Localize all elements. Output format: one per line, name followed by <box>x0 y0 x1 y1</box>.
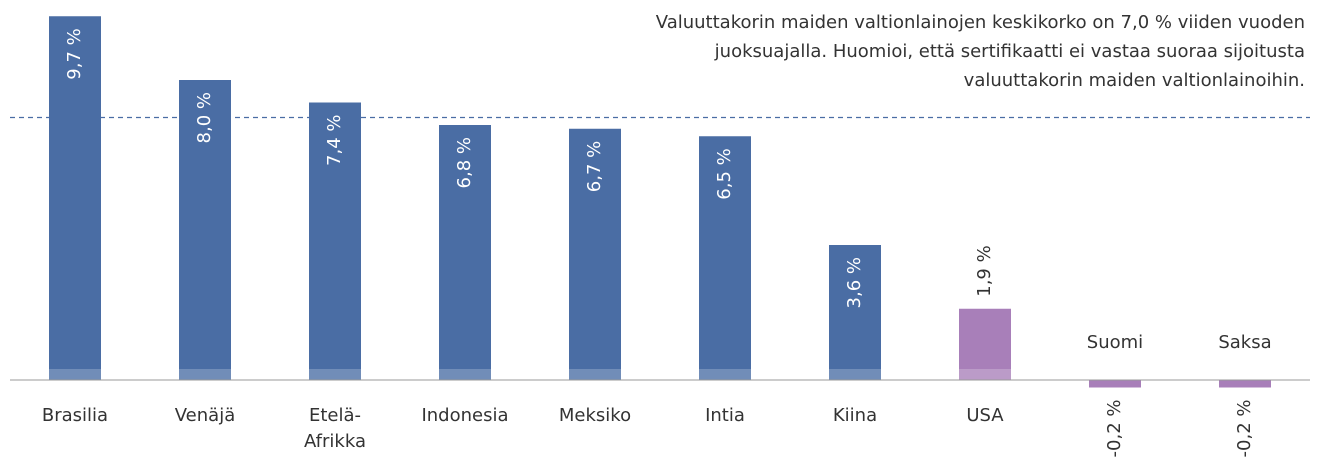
value-label: 1,9 % <box>974 245 995 296</box>
value-label: 6,8 % <box>454 137 475 188</box>
bar <box>699 136 751 380</box>
value-label: 3,6 % <box>844 257 865 308</box>
value-label: 6,5 % <box>714 148 735 199</box>
bar-base <box>569 369 621 380</box>
bar <box>309 102 361 380</box>
bar <box>49 16 101 380</box>
value-label: 7,4 % <box>324 115 345 166</box>
x-tick-label: Saksa <box>1218 332 1272 353</box>
x-tick-label: Brasilia <box>41 405 109 426</box>
bar <box>439 125 491 380</box>
bar-base <box>179 369 231 380</box>
bar <box>569 128 621 380</box>
bar-base <box>309 369 361 380</box>
bar-base <box>439 369 491 380</box>
bar <box>179 80 231 380</box>
value-label: 9,7 % <box>64 28 85 79</box>
x-tick-label: Kiina <box>832 405 878 426</box>
x-tick-label: Venäjä <box>174 405 236 426</box>
value-label: 8,0 % <box>194 92 215 143</box>
bar <box>1219 380 1271 388</box>
bar-base <box>829 369 881 380</box>
value-label: -0,2 % <box>1234 400 1255 458</box>
bar <box>1089 380 1141 388</box>
bar-base <box>959 369 1011 380</box>
bar <box>829 245 881 380</box>
x-tick-label: Indonesia <box>421 405 509 426</box>
annotation: Valuuttakorin maiden valtionlainojen kes… <box>655 12 1305 91</box>
x-tick-label: Etelä-Afrikka <box>304 405 366 452</box>
x-tick-label: USA <box>966 405 1004 426</box>
x-tick-label: Intia <box>705 405 745 426</box>
x-tick-label: Suomi <box>1086 332 1144 353</box>
bar <box>959 308 1011 380</box>
value-label: -0,2 % <box>1104 400 1125 458</box>
bar-base <box>699 369 751 380</box>
bar-base <box>49 369 101 380</box>
value-label: 6,7 % <box>584 141 605 192</box>
x-tick-label: Meksiko <box>558 405 632 426</box>
